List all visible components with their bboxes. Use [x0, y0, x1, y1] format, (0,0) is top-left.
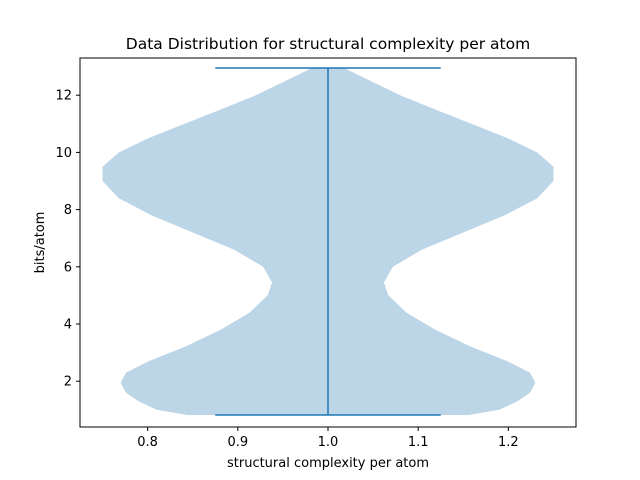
y-tick-label: 12 — [55, 89, 72, 104]
x-tick-label: 1.1 — [408, 435, 429, 450]
y-tick-label: 2 — [64, 375, 72, 390]
y-tick-label: 6 — [64, 260, 72, 275]
x-axis: 0.8 0.9 1.0 1.1 1.2 — [137, 427, 519, 450]
x-axis-label: structural complexity per atom — [227, 456, 429, 471]
y-axis: 2 4 6 8 10 12 — [55, 89, 80, 390]
chart-title: Data Distribution for structural complex… — [126, 35, 530, 53]
x-tick-label: 1.2 — [498, 435, 519, 450]
y-tick-label: 10 — [55, 146, 72, 161]
y-tick-label: 8 — [64, 203, 72, 218]
y-axis-label: bits/atom — [33, 212, 48, 274]
plot-area — [102, 67, 554, 416]
x-tick-label: 0.8 — [137, 435, 158, 450]
y-tick-label: 4 — [64, 318, 72, 333]
x-tick-label: 0.9 — [227, 435, 248, 450]
x-tick-label: 1.0 — [318, 435, 339, 450]
